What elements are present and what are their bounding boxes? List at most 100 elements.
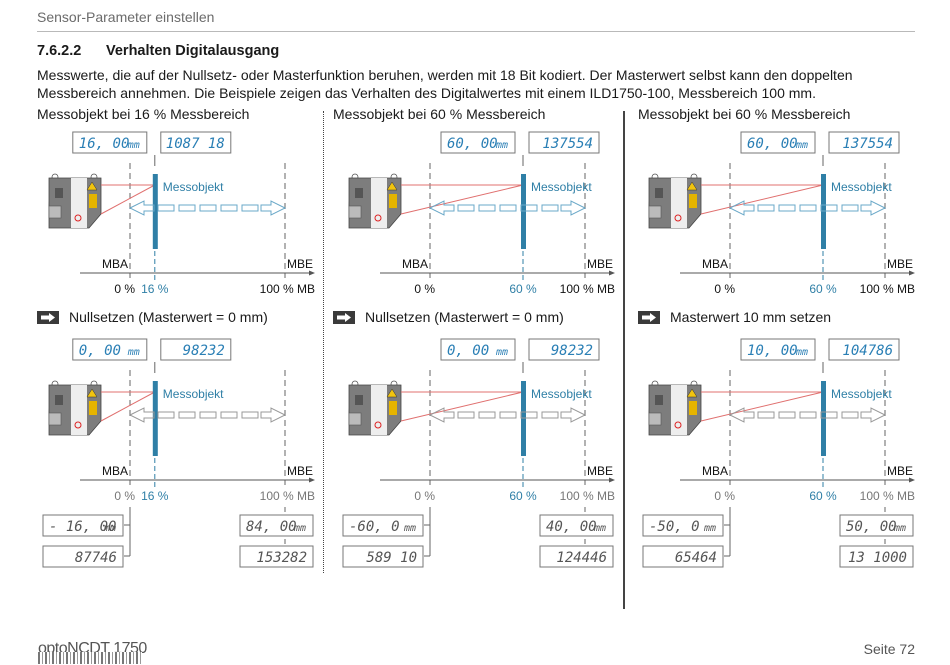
- measuring-object-label: Messobjekt: [831, 180, 892, 194]
- range-dash: [820, 411, 838, 419]
- vent-slots: [355, 395, 363, 405]
- lcd-frame: [342, 514, 424, 537]
- lcd-frame: [839, 545, 914, 568]
- range-dash: [841, 411, 859, 419]
- mba-label: MBA: [102, 464, 128, 478]
- sensor-device-icon: [348, 173, 402, 229]
- range-arrow-right: [260, 200, 287, 216]
- brand-logo: [374, 421, 382, 429]
- range-arrow-left: [728, 407, 755, 423]
- range-arrow-left: [128, 407, 155, 423]
- range-dash: [478, 411, 496, 419]
- tick-label-object: 16 %: [141, 282, 169, 296]
- lcd-frame: [839, 514, 914, 537]
- display-distance: 0, 00 mm: [72, 338, 148, 361]
- lcd-value: 0, 00: [79, 343, 121, 359]
- measuring-object-label: Messobjekt: [531, 387, 592, 401]
- lcd-frame: [828, 338, 900, 361]
- measuring-object-bar: [152, 174, 158, 249]
- lcd-value: 10, 00: [747, 343, 798, 359]
- section-number: 7.6.2.2: [37, 43, 82, 59]
- laser-reflection: [100, 391, 156, 422]
- measuring-object-bar: [152, 381, 158, 456]
- lcd-unit: mm: [703, 523, 716, 534]
- arrow-right-icon: [37, 310, 59, 324]
- sensor-device-icon: [48, 380, 102, 436]
- column-3-caption: Messobjekt bei 60 % Messbereich: [638, 106, 851, 122]
- brand-logo: [74, 421, 82, 429]
- range-dash: [241, 204, 259, 212]
- lcd-frame: [42, 545, 124, 568]
- axis-arrowhead: [909, 270, 915, 276]
- range-dash: [541, 411, 559, 419]
- mba-label: MBA: [102, 257, 128, 271]
- display-mbe-digital: 153282: [239, 545, 314, 568]
- lcd-value: - 16, 00: [49, 519, 116, 535]
- lcd-value: 153282: [256, 550, 307, 566]
- column-2-step-caption: Nullsetzen (Masterwert = 0 mm): [333, 309, 564, 325]
- display-mbe-digital: 124446: [539, 545, 614, 568]
- lcd-frame: [72, 131, 148, 154]
- laser-warning-icon: [386, 388, 398, 398]
- range-arrow-right: [860, 200, 887, 216]
- connector: [348, 205, 362, 219]
- lcd-value: 84, 00: [246, 519, 297, 535]
- lcd-unit: mm: [795, 347, 808, 358]
- lcd-frame: [528, 338, 600, 361]
- lcd-unit: mm: [893, 523, 906, 534]
- range-dash: [757, 411, 775, 419]
- lcd-frame: [72, 338, 148, 361]
- laser-reflection: [400, 391, 524, 422]
- lcd-frame: [42, 514, 124, 537]
- section-title: Verhalten Digitalausgang: [106, 43, 280, 59]
- tick-label-object: 60 %: [809, 489, 837, 503]
- warning-label: [389, 401, 397, 415]
- tick-label-object: 60 %: [809, 282, 837, 296]
- mba-label: MBA: [702, 257, 728, 271]
- connector: [648, 205, 662, 219]
- display-mbe-digital: 13 1000: [839, 545, 914, 568]
- range-dash: [799, 411, 817, 419]
- lcd-value: 589 10: [366, 550, 417, 566]
- tick-label-object: 16 %: [141, 489, 169, 503]
- barcode-decoration: [38, 652, 142, 664]
- range-arrow-left: [428, 200, 455, 216]
- vent-slots: [655, 395, 663, 405]
- warning-label: [89, 401, 97, 415]
- range-dash: [478, 204, 496, 212]
- display-digital-value: 137554: [528, 131, 600, 154]
- step-caption-text: Nullsetzen (Masterwert = 0 mm): [365, 309, 564, 325]
- step-caption-text: Masterwert 10 mm setzen: [670, 309, 832, 325]
- range-dash: [520, 411, 538, 419]
- range-dash: [457, 411, 475, 419]
- label-strip: [371, 178, 387, 228]
- range-dash: [499, 204, 517, 212]
- tick-label-100: 100 % MB: [560, 282, 615, 296]
- lcd-unit: mm: [593, 523, 606, 534]
- measuring-object-label: Messobjekt: [163, 387, 224, 401]
- brand-logo: [674, 421, 682, 429]
- range-dash: [157, 411, 175, 419]
- range-arrow-right: [560, 200, 587, 216]
- tick-label-object: 60 %: [509, 489, 537, 503]
- display-mba-digital: 87746: [42, 545, 124, 568]
- axis-arrowhead: [909, 477, 915, 483]
- arrow-right-icon: [638, 310, 660, 324]
- running-head: Sensor-Parameter einstellen: [37, 9, 215, 25]
- range-dash: [220, 204, 238, 212]
- lcd-frame: [160, 338, 232, 361]
- mbe-label: MBE: [587, 257, 613, 271]
- vent-slots: [355, 188, 363, 198]
- range-arrow-left: [428, 407, 455, 423]
- range-dash: [541, 204, 559, 212]
- lcd-frame: [239, 545, 314, 568]
- lcd-unit: mm: [127, 140, 140, 151]
- lcd-value: -60, 0: [349, 519, 400, 535]
- range-dash: [199, 204, 217, 212]
- lcd-unit: mm: [495, 140, 508, 151]
- range-dash: [778, 204, 796, 212]
